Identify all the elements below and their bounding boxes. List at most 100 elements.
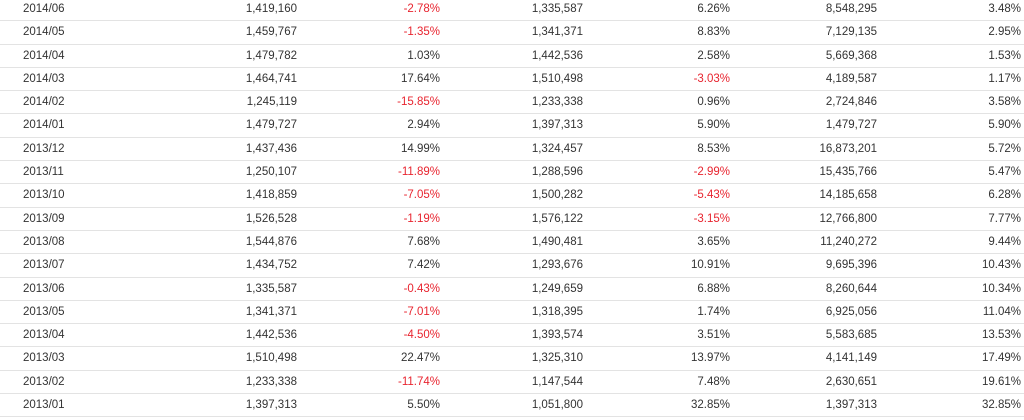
change-cell: -11.89%	[398, 166, 440, 179]
change-cell: -11.74%	[398, 375, 440, 388]
value-cell: 1,249,659	[531, 282, 583, 295]
cumulative-cell: 2,724,846	[825, 96, 877, 109]
table-row: 2013/11 1,250,107 -11.89% 1,288,596 -2.99% 15…	[0, 161, 1024, 185]
value-cell: 1,288,596	[531, 166, 583, 179]
table-row: 2013/05 1,341,371 -7.01% 1,318,395 1.74% 6,92…	[0, 301, 1024, 325]
table-row: 2013/06 1,335,587 -0.43% 1,249,659 6.88% 8,26…	[0, 278, 1024, 301]
change-cell: 3.65%	[697, 235, 730, 248]
value-cell: 1,510,498	[531, 72, 583, 85]
value-cell: 1,464,741	[245, 72, 297, 85]
percent-cell: 17.49%	[981, 352, 1021, 365]
value-cell: 1,341,371	[531, 26, 583, 39]
month-cell: 2013/04	[23, 329, 65, 342]
cumulative-cell: 15,435,766	[819, 166, 877, 179]
cumulative-cell: 2,630,651	[825, 375, 877, 388]
value-cell: 1,490,481	[531, 235, 583, 248]
value-cell: 1,442,536	[531, 49, 583, 62]
table-row: 2013/09 1,526,528 -1.19% 1,576,122 -3.15% 12,…	[0, 208, 1024, 231]
change-cell: 7.42%	[407, 259, 440, 272]
value-cell: 1,335,587	[245, 282, 297, 295]
change-cell: 22.47%	[400, 352, 440, 365]
value-cell: 1,341,371	[245, 305, 297, 318]
table-row: 2014/05 1,459,767 -1.35% 1,341,371 8.83% 7,12…	[0, 21, 1024, 45]
cumulative-cell: 11,240,272	[820, 235, 877, 248]
change-cell: 2.58%	[697, 49, 730, 62]
table-row: 2014/02 1,245,119 -15.85% 1,233,338 0.96% 2,7…	[0, 91, 1024, 115]
percent-cell: 5.90%	[988, 119, 1021, 132]
change-cell: -2.99%	[693, 166, 730, 179]
percent-cell: 13.53%	[981, 329, 1021, 342]
change-cell: 5.50%	[407, 399, 440, 412]
month-cell: 2013/05	[23, 305, 65, 318]
month-cell: 2013/10	[23, 189, 65, 202]
cumulative-cell: 4,189,587	[825, 72, 877, 85]
month-cell: 2013/09	[23, 212, 65, 225]
month-cell: 2013/01	[23, 399, 65, 412]
change-cell: 17.64%	[400, 72, 440, 85]
value-cell: 1,335,587	[531, 3, 583, 15]
value-cell: 1,526,528	[245, 212, 297, 225]
value-cell: 1,147,544	[531, 375, 583, 388]
change-cell: 8.83%	[697, 26, 730, 39]
percent-cell: 3.58%	[988, 96, 1021, 109]
value-cell: 1,419,160	[245, 3, 297, 15]
change-cell: -7.01%	[403, 305, 440, 318]
percent-cell: 11.04%	[982, 305, 1021, 318]
value-cell: 1,324,457	[531, 142, 583, 155]
value-cell: 1,233,338	[531, 96, 583, 109]
change-cell: 0.96%	[697, 96, 730, 109]
table-row: 2013/03 1,510,498 22.47% 1,325,310 13.97% 4,1…	[0, 347, 1024, 371]
percent-cell: 19.61%	[981, 375, 1021, 388]
month-cell: 2014/06	[23, 3, 65, 15]
cumulative-cell: 1,479,727	[825, 119, 877, 132]
month-cell: 2013/02	[23, 375, 65, 388]
table-row: 2013/04 1,442,536 -4.50% 1,393,574 3.51% 5,58…	[0, 324, 1024, 348]
change-cell: -1.19%	[403, 212, 440, 225]
change-cell: -2.78%	[403, 3, 440, 15]
value-cell: 1,500,282	[531, 189, 583, 202]
change-cell: -15.85%	[397, 96, 440, 109]
month-cell: 2013/07	[23, 259, 65, 272]
cumulative-cell: 9,695,396	[825, 259, 877, 272]
month-cell: 2014/04	[23, 49, 65, 62]
change-cell: 5.90%	[697, 119, 730, 132]
table-row: 2013/08 1,544,876 7.68% 1,490,481 3.65% 11,24…	[0, 231, 1024, 255]
table-row: 2014/04 1,479,782 1.03% 1,442,536 2.58% 5,669…	[0, 45, 1024, 68]
table-row: 2013/02 1,233,338 -11.74% 1,147,544 7.48% 2,6…	[0, 371, 1024, 395]
value-cell: 1,459,767	[245, 26, 297, 39]
change-cell: -0.43%	[403, 282, 440, 295]
change-cell: 32.85%	[690, 399, 730, 412]
cumulative-cell: 5,669,368	[825, 49, 877, 62]
value-cell: 1,393,574	[531, 329, 583, 342]
change-cell: -1.35%	[403, 26, 440, 39]
value-cell: 1,510,498	[245, 352, 297, 365]
value-cell: 1,250,107	[245, 166, 297, 179]
cumulative-cell: 5,583,685	[825, 329, 877, 342]
percent-cell: 5.47%	[988, 166, 1021, 179]
percent-cell: 32.85%	[981, 399, 1021, 412]
value-cell: 1,245,119	[246, 96, 297, 109]
change-cell: -3.15%	[693, 212, 730, 225]
cumulative-cell: 8,260,644	[825, 282, 877, 295]
value-cell: 1,397,313	[531, 119, 583, 132]
percent-cell: 1.53%	[988, 49, 1021, 62]
value-cell: 1,576,122	[531, 212, 583, 225]
value-cell: 1,051,800	[531, 399, 583, 412]
change-cell: 1.03%	[407, 49, 440, 62]
change-cell: 6.26%	[697, 3, 730, 15]
table-row: 2013/10 1,418,859 -7.05% 1,500,282 -5.43% 14,…	[0, 184, 1024, 208]
value-cell: 1,479,782	[245, 49, 297, 62]
change-cell: -7.05%	[403, 189, 440, 202]
percent-cell: 2.95%	[988, 26, 1021, 39]
change-cell: 6.88%	[697, 282, 730, 295]
change-cell: -3.03%	[693, 72, 730, 85]
value-cell: 1,293,676	[531, 259, 583, 272]
percent-cell: 10.34%	[981, 282, 1021, 295]
month-cell: 2013/12	[23, 142, 65, 155]
cumulative-cell: 14,185,658	[819, 189, 877, 202]
month-cell: 2013/11	[23, 166, 64, 179]
value-cell: 1,325,310	[531, 352, 583, 365]
table-row: 2014/01 1,479,727 2.94% 1,397,313 5.90% 1,479…	[0, 114, 1024, 138]
change-cell: 7.48%	[697, 375, 730, 388]
percent-cell: 6.28%	[988, 189, 1021, 202]
